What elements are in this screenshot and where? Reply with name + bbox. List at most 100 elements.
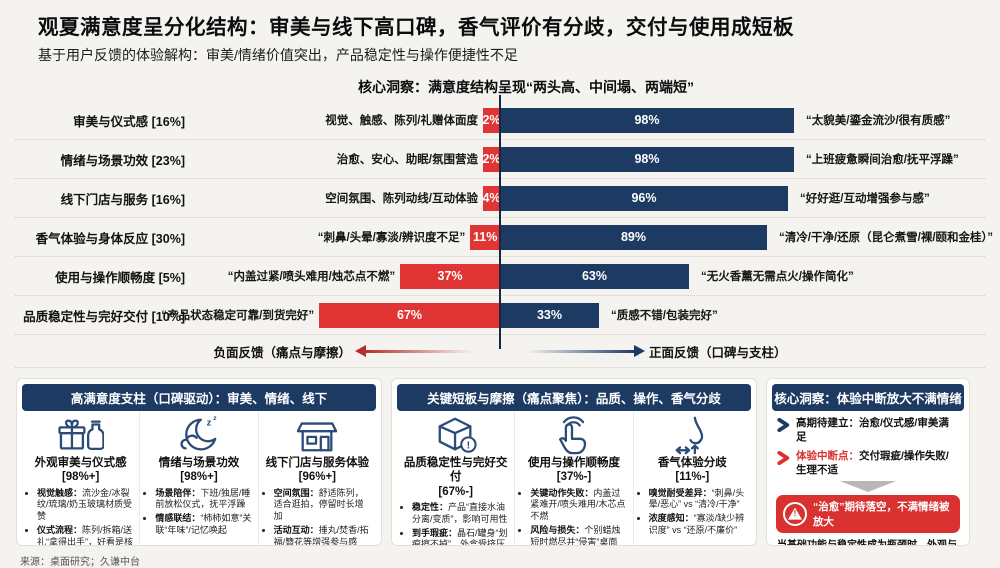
column-title: 香气体验分歧 [11%-] — [640, 456, 745, 485]
row-positive-zone: 96% “好好逛/互动增强参与感” — [500, 185, 985, 211]
chart-heading: 核心洞察：满意度结构呈现“两头高、中间塌、两端短” — [358, 79, 694, 95]
bullet-item: 浓度感知：“寡淡/缺少辨识度” vs “还原/不廉价” — [649, 513, 745, 536]
row-category-label: 审美与仪式感 [16%] — [73, 114, 185, 129]
column-title: 外观审美与仪式感 [98%+] — [28, 456, 133, 485]
column-bullets: 稳定性：产品“直接水油分离/变质”，影响可用性到手瑕疵：晶石/罐身“划痕擦不掉”… — [403, 502, 508, 546]
bullet-item: 仪式流程：陈列/拆箱/送礼“拿得出手”，好看是核心价值 — [37, 525, 133, 545]
insight-point: 高期待建立：治愈/仪式感/审美满足 — [777, 417, 959, 444]
negative-bar: 4% — [482, 185, 501, 211]
bullet-item: 风险与损失：个别蜡烛短时燃尽并“侵害”桌面 — [530, 525, 626, 545]
positive-value: 63% — [581, 269, 608, 283]
column-title: 线下门店与服务体验 [96%+] — [265, 456, 370, 485]
hand-tap-icon — [521, 414, 626, 456]
column-score: [98%+] — [61, 471, 100, 484]
column-bullets: 关键动作失败：内盖过紧难开/喷头难用/木芯点不燃风险与损失：个别蜡烛短时燃尽并“… — [521, 488, 626, 545]
chart-row: 使用与操作顺畅度 [5%] “内盖过紧/喷头难用/烛芯点不燃” 37% 63% … — [15, 257, 985, 296]
negative-value: 2% — [482, 113, 501, 127]
panel-column: 外观审美与仪式感 [98%+] 视觉触感：流沙金/冰裂纹/琉璃/奶玉玻璃材质受赞… — [22, 411, 139, 545]
positive-bar: 89% — [500, 224, 767, 250]
column-title: 使用与操作顺畅度 [37%-] — [521, 456, 626, 485]
chart-row: 审美与仪式感 [16%] 视觉、触感、陈列/礼赠体面度 2% 98% “太貌美/… — [15, 101, 985, 140]
legend-positive-label: 正面反馈（口碑与支柱） — [649, 345, 787, 360]
row-positive-zone: 98% “上班疲惫瞬间治愈/抚平浮躁” — [500, 146, 985, 172]
row-category-label: 香气体验与身体反应 [30%] — [35, 231, 185, 246]
column-name: 外观审美与仪式感 — [34, 457, 127, 469]
column-score: [37%-] — [556, 471, 592, 484]
positive-value: 98% — [634, 152, 660, 166]
panel-column: 香气体验分歧 [11%-] 嗅觉耐受差异：“刺鼻/头晕/恶心” vs “清冷/干… — [632, 411, 751, 545]
moon-sleep-icon: z z — [146, 414, 251, 456]
bullet-item: 空间氛围：舒适陈列，适合逛拍，停留时长增加 — [274, 488, 370, 523]
svg-text:!: ! — [466, 439, 470, 451]
positive-bar: 33% — [500, 302, 599, 328]
column-score: [96%+] — [298, 471, 337, 484]
column-bullets: 空间氛围：舒适陈列，适合逛拍，停留时长增加活动互动：捶丸/焚香/拓福/簪花等增强… — [265, 488, 370, 545]
source-note: 来源：桌面研究；久谦中台 — [20, 557, 140, 568]
chart-row: 品质稳定性与完好交付 [10%] “产品状态稳定可靠/到货完好” 67% 33%… — [15, 296, 985, 335]
row-positive-zone: 98% “太貌美/鎏金流沙/很有质感” — [500, 107, 985, 133]
column-bullets: 场景陪伴：下班/独居/睡前放松仪式，抚平浮躁情感联结：“柿柿如意”关联“年味”/… — [146, 488, 251, 537]
positive-value: 33% — [536, 308, 563, 322]
positive-arrow-icon — [527, 344, 645, 357]
storefront-icon — [265, 414, 370, 456]
warning-icon: ! — [783, 501, 807, 526]
negative-value: 11% — [472, 230, 498, 244]
row-descriptor: “刺鼻/头晕/寡淡/辨识度不足” — [317, 232, 466, 244]
row-negative-zone: “内盖过紧/喷头难用/烛芯点不燃” 37% — [185, 263, 500, 289]
column-score: [98%+] — [180, 471, 218, 484]
column-name: 使用与操作顺畅度 — [527, 457, 620, 469]
row-descriptor: 空间氛围、陈列动线/互动体验 — [325, 193, 478, 205]
negative-bar: 11% — [470, 224, 500, 250]
positive-value: 96% — [631, 191, 657, 205]
row-positive-zone: 33% “质感不错/包装完好” — [500, 302, 985, 328]
panel-header: 核心洞察：体验中断放大不满情绪 — [772, 384, 964, 411]
column-score: [67%-] — [438, 485, 473, 498]
insight-body: 当基础功能与稳定性成为瓶颈时，外观与叙事的“溢价”感知会引发抵触，从“氛围用品”… — [777, 539, 957, 546]
row-category-label: 线下门店与服务 [16%] — [60, 192, 185, 207]
row-quote: “太貌美/鎏金流沙/很有质感” — [806, 115, 951, 127]
panel-header: 高满意度支柱（口碑驱动）：审美、情绪、线下 — [22, 384, 376, 411]
negative-value: 4% — [482, 191, 501, 205]
bullet-item: 到手瑕疵：晶石/罐身“划痕擦不掉”，外盒受挤压 — [412, 528, 508, 546]
row-negative-zone: “产品状态稳定可靠/到货完好” 67% — [161, 302, 500, 328]
row-negative-zone: 视觉、触感、陈列/礼赠体面度 2% — [185, 107, 501, 133]
row-quote: “上班疲惫瞬间治愈/抚平浮躁” — [806, 154, 959, 166]
positive-value: 89% — [620, 230, 647, 244]
row-negative-zone: 空间氛围、陈列动线/互动体验 4% — [185, 185, 501, 211]
row-positive-zone: 89% “清冷/干净/还原（昆仑煮雪/裸/颐和金桂）” — [500, 224, 993, 250]
negative-bar: 2% — [482, 107, 501, 133]
column-name: 香气体验分歧 — [657, 457, 727, 469]
panel-header: 关键短板与摩擦（痛点聚焦）：品质、操作、香气分歧 — [397, 384, 751, 411]
negative-value: 37% — [437, 269, 463, 283]
chart-legend: 负面反馈（痛点与摩擦） 正面反馈（口碑与支柱） — [15, 335, 985, 368]
row-negative-zone: 治愈、安心、助眠/氛围营造 2% — [185, 146, 501, 172]
row-category-label: 品质稳定性与完好交付 [10%] — [23, 309, 185, 324]
legend-negative-label: 负面反馈（痛点与摩擦） — [213, 345, 351, 360]
bullet-item: 视觉触感：流沙金/冰裂纹/琉璃/奶玉玻璃材质受赞 — [37, 488, 133, 523]
positive-bar: 98% — [500, 146, 794, 172]
column-name: 线下门店与服务体验 — [265, 457, 370, 469]
panel-column: 使用与操作顺畅度 [37%-] 关键动作失败：内盖过紧难开/喷头难用/木芯点不燃… — [514, 411, 632, 545]
row-descriptor: 治愈、安心、助眠/氛围营造 — [336, 154, 478, 166]
insight-point-text: 体验中断点：交付瑕疵/操作失败/生理不适 — [796, 450, 949, 476]
bullet-item: 稳定性：产品“直接水油分离/变质”，影响可用性 — [412, 502, 508, 525]
nose-icon — [640, 414, 745, 456]
page-title: 观夏满意度呈分化结构：审美与线下高口碑，香气评价有分歧，交付与使用成短板 — [38, 16, 794, 39]
panel-column: ! 品质稳定性与完好交付 [67%-] 稳定性：产品“直接水油分离/变质”，影响… — [397, 411, 514, 546]
negative-bar: 37% — [400, 263, 500, 289]
alert-text: “治愈”期待落空，不满情绪被放大 — [813, 500, 950, 528]
panel-columns: ! 品质稳定性与完好交付 [67%-] 稳定性：产品“直接水油分离/变质”，影响… — [397, 411, 751, 546]
diverging-bar-chart: 审美与仪式感 [16%] 视觉、触感、陈列/礼赠体面度 2% 98% “太貌美/… — [0, 95, 1000, 368]
panel-core-insight: 核心洞察：体验中断放大不满情绪 高期待建立：治愈/仪式感/审美满足 体验中断点：… — [766, 378, 970, 546]
row-quote: “清冷/干净/还原（昆仑煮雪/裸/颐和金桂）” — [779, 232, 994, 244]
negative-value: 67% — [397, 308, 423, 322]
row-descriptor: 视觉、触感、陈列/礼赠体面度 — [325, 115, 478, 127]
gift-bottle-icon — [28, 414, 133, 456]
positive-bar: 96% — [500, 185, 788, 211]
negative-bar: 67% — [319, 302, 500, 328]
bullet-item: 情感联结：“柿柿如意”关联“年味”/记忆唤起 — [155, 513, 251, 536]
svg-text:z: z — [207, 417, 212, 428]
chevron-right-icon — [777, 451, 790, 470]
insight-content: 高期待建立：治愈/仪式感/审美满足 体验中断点：交付瑕疵/操作失败/生理不适 !… — [772, 417, 964, 546]
panel-column: 线下门店与服务体验 [96%+] 空间氛围：舒适陈列，适合逛拍，停留时长增加活动… — [257, 411, 376, 545]
